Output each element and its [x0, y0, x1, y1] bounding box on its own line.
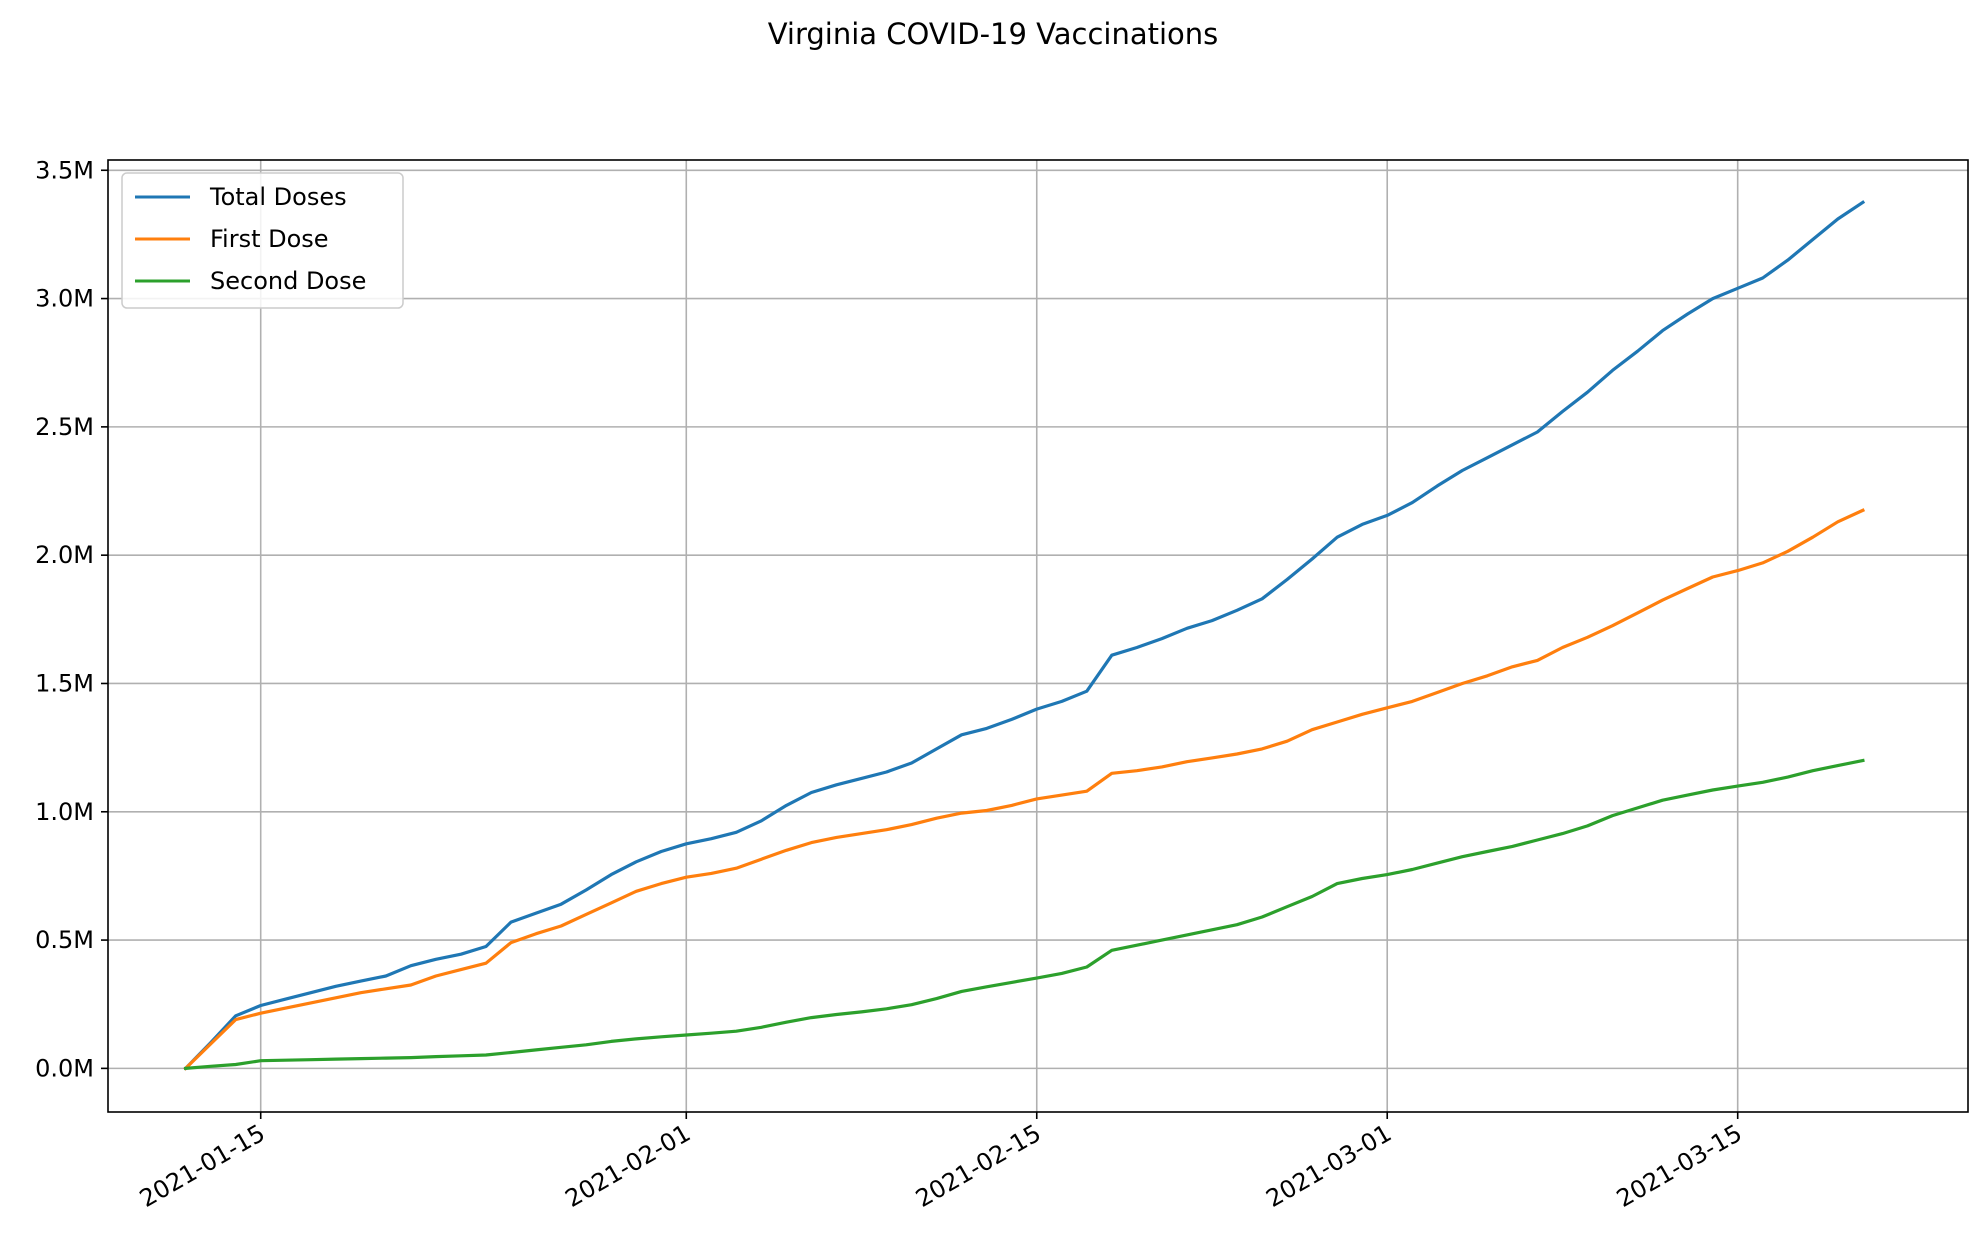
chart-title: Virginia COVID-19 Vaccinations — [768, 17, 1219, 51]
y-tick-label: 1.0M — [35, 798, 94, 826]
legend-label-second-dose: Second Dose — [210, 267, 366, 295]
series-line-second-dose — [183, 758, 1865, 1071]
grid-lines — [108, 160, 1968, 1112]
legend-box — [121, 172, 404, 309]
legend-label-first-dose: First Dose — [210, 225, 329, 253]
plot-frame — [107, 159, 1969, 1113]
series-layer — [183, 200, 1866, 1071]
y-axis: 0.0M 0.5M 1.0M 1.5M 2.0M 2.5M 3.0M 3.5M — [35, 156, 108, 1082]
legend-label-total-doses: Total Doses — [209, 183, 347, 211]
y-tick-label: 0.5M — [35, 926, 94, 954]
series-line-total-doses — [183, 200, 1866, 1071]
y-tick-label: 2.0M — [35, 541, 94, 569]
y-tick-label: 3.0M — [35, 285, 94, 313]
y-tick-label: 1.5M — [35, 669, 94, 697]
y-tick-label: 2.5M — [35, 413, 94, 441]
series-line-first-dose — [183, 508, 1866, 1071]
y-tick-label: 0.0M — [35, 1054, 94, 1082]
legend: Total Doses First Dose Second Dose — [121, 172, 404, 309]
y-tick-label: 3.5M — [35, 156, 94, 184]
